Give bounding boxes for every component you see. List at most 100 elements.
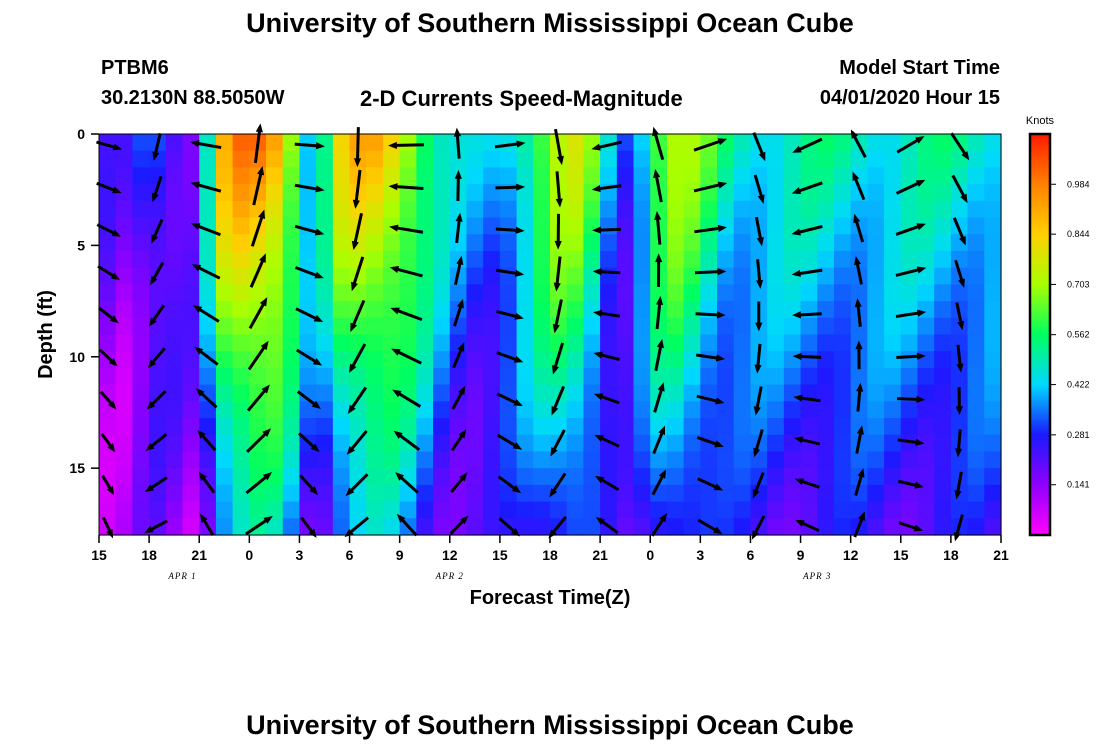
x-tick-label: 21 bbox=[592, 547, 608, 563]
heatmap-cell bbox=[666, 267, 685, 285]
heatmap-cell bbox=[917, 468, 935, 486]
heatmap-cell bbox=[934, 384, 952, 402]
current-vector-head bbox=[916, 352, 926, 360]
heatmap-cell bbox=[934, 418, 952, 436]
heatmap-cell bbox=[700, 234, 718, 252]
colorbar-tick-label: 0.844 bbox=[1067, 229, 1090, 239]
heatmap-cell bbox=[817, 301, 835, 319]
heatmap-cell bbox=[215, 301, 234, 319]
heatmap-cell bbox=[633, 217, 651, 235]
heatmap-cell bbox=[516, 484, 534, 503]
heatmap-cell bbox=[182, 284, 200, 302]
heatmap-cell bbox=[583, 234, 601, 252]
heatmap-cell bbox=[984, 217, 1002, 235]
current-vector bbox=[654, 172, 663, 203]
heatmap-cell bbox=[867, 150, 885, 169]
current-vector-head bbox=[310, 443, 320, 453]
heatmap-cell bbox=[550, 501, 568, 519]
heatmap-cell bbox=[483, 401, 501, 419]
current-vector-head bbox=[392, 389, 402, 398]
current-vector-head bbox=[653, 168, 661, 179]
heatmap-cell bbox=[817, 150, 835, 169]
current-vector-head bbox=[551, 405, 559, 416]
current-vector-head bbox=[150, 275, 158, 286]
heatmap-cell bbox=[884, 134, 902, 152]
heatmap-cell bbox=[700, 484, 718, 503]
current-vector-head bbox=[147, 359, 157, 369]
heatmap-cell bbox=[316, 351, 334, 369]
heatmap-cell bbox=[382, 200, 401, 219]
heatmap-cell bbox=[416, 317, 434, 336]
heatmap-cell bbox=[232, 418, 250, 436]
heatmap-cell bbox=[416, 301, 434, 319]
heatmap-cell bbox=[483, 317, 501, 336]
heatmap-cell bbox=[884, 518, 902, 536]
heatmap-cell bbox=[449, 234, 468, 252]
heatmap-cell bbox=[533, 351, 551, 369]
heatmap-cell bbox=[833, 384, 852, 402]
x-tick-label: 0 bbox=[646, 547, 654, 563]
heatmap-cell bbox=[717, 217, 735, 235]
heatmap-cell bbox=[850, 234, 868, 252]
current-vector-head bbox=[556, 155, 564, 166]
heatmap-cell bbox=[366, 384, 384, 402]
heatmap-cell bbox=[466, 234, 484, 252]
heatmap-cell bbox=[550, 284, 568, 302]
heatmap-cell bbox=[266, 134, 284, 152]
heatmap-cell bbox=[382, 234, 401, 252]
heatmap-cell bbox=[934, 351, 952, 369]
heatmap-cell bbox=[299, 150, 317, 169]
heatmap-cell bbox=[884, 501, 902, 519]
heatmap-cell bbox=[316, 150, 334, 169]
heatmap-cell bbox=[366, 267, 384, 285]
heatmap-cell bbox=[499, 451, 518, 469]
heatmap-cell bbox=[349, 250, 367, 269]
heatmap-cell bbox=[165, 184, 184, 202]
current-vector-head bbox=[510, 527, 520, 537]
heatmap-cell bbox=[917, 484, 935, 503]
heatmap-cell bbox=[833, 468, 852, 486]
heatmap-cell bbox=[666, 418, 685, 436]
current-vector-head bbox=[855, 340, 863, 350]
heatmap-cell bbox=[332, 134, 351, 152]
heatmap-cell bbox=[232, 301, 250, 319]
heatmap-cell bbox=[984, 468, 1002, 486]
current-vector-head bbox=[756, 237, 764, 247]
heatmap-cell bbox=[984, 301, 1002, 319]
heatmap-cell bbox=[616, 501, 635, 519]
heatmap-cell bbox=[483, 134, 501, 152]
heatmap-cell bbox=[833, 401, 852, 419]
current-vector bbox=[250, 212, 265, 247]
current-vector-head bbox=[145, 442, 155, 452]
heatmap-cell bbox=[984, 267, 1002, 285]
current-vector-head bbox=[659, 512, 668, 523]
heatmap-cell bbox=[583, 250, 601, 269]
heatmap-cell bbox=[767, 301, 785, 319]
heatmap-cell bbox=[934, 451, 952, 469]
heatmap-cell bbox=[483, 468, 501, 486]
heatmap-cell bbox=[282, 200, 301, 219]
heatmap-cell bbox=[232, 184, 250, 202]
heatmap-cell bbox=[666, 434, 685, 453]
heatmap-cell bbox=[332, 284, 351, 302]
heatmap-cell bbox=[182, 267, 200, 285]
current-vector-head bbox=[151, 192, 159, 203]
heatmap-cell bbox=[950, 418, 969, 436]
heatmap-cell bbox=[650, 367, 668, 386]
heatmap-cell bbox=[867, 518, 885, 536]
current-vector-head bbox=[190, 223, 201, 230]
heatmap-cell bbox=[733, 150, 752, 169]
heatmap-cell bbox=[783, 284, 802, 302]
heatmap-cell bbox=[416, 250, 434, 269]
heatmap-cell bbox=[984, 418, 1002, 436]
heatmap-cell bbox=[433, 384, 451, 402]
heatmap-cell bbox=[633, 200, 651, 219]
current-vector bbox=[247, 343, 268, 371]
heatmap-cell bbox=[717, 468, 735, 486]
heatmap-cell bbox=[416, 167, 434, 185]
current-vector-head bbox=[389, 224, 399, 232]
current-vector-head bbox=[794, 478, 805, 486]
x-date-label: APR 3 bbox=[802, 571, 831, 581]
current-vector bbox=[694, 226, 724, 234]
